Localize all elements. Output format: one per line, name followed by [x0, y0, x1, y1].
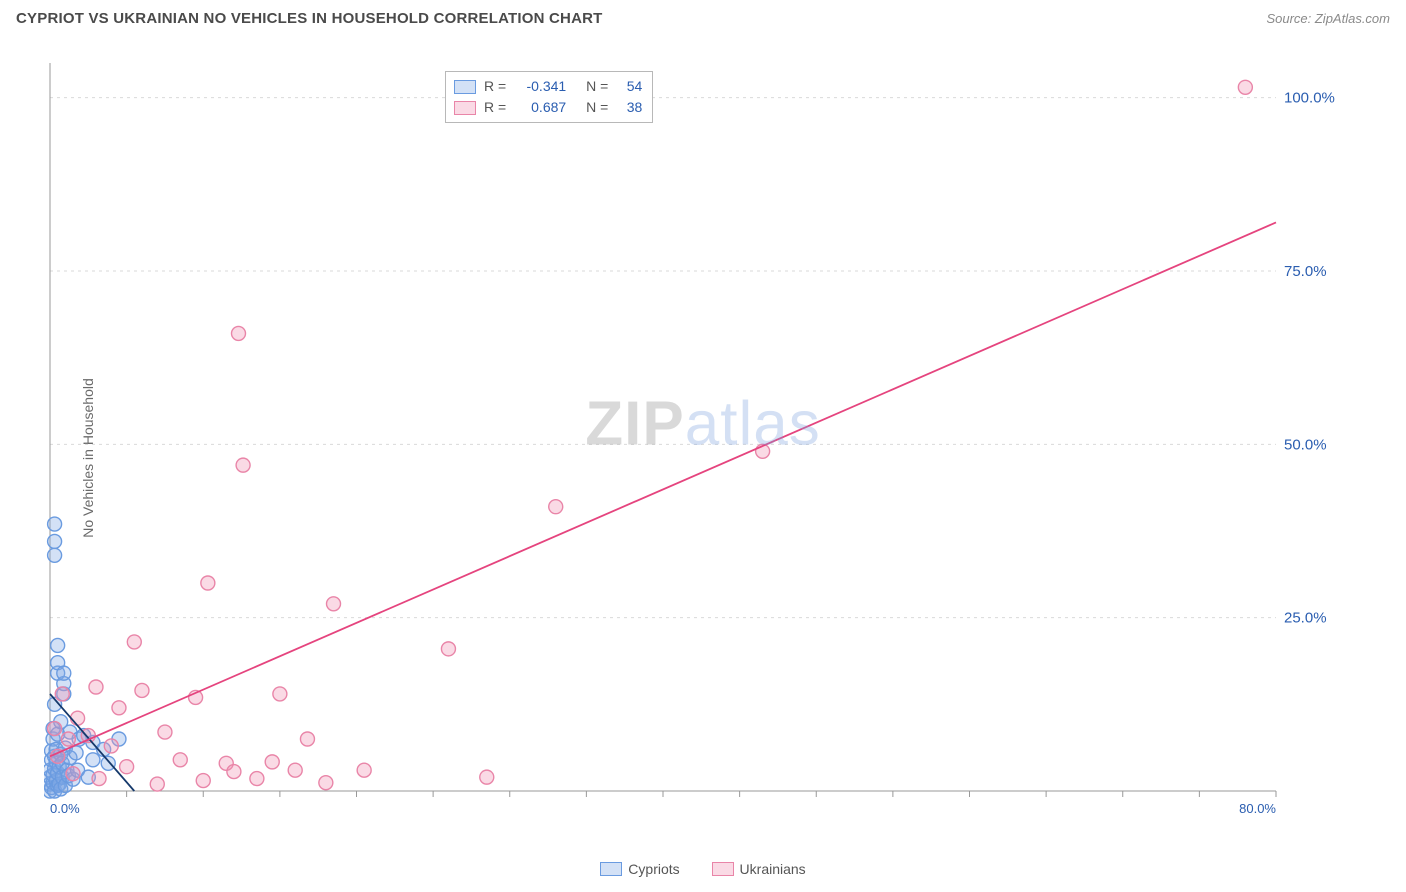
chart-area: No Vehicles in Household 25.0%50.0%75.0%… — [0, 33, 1406, 883]
legend-label-cypriots: Cypriots — [628, 861, 679, 877]
svg-text:100.0%: 100.0% — [1284, 90, 1335, 107]
n-label: N = — [586, 97, 608, 118]
swatch-cypriots-icon — [600, 862, 622, 876]
scatter-plot: 25.0% 50.0% 75.0% 100.0% 0.0% 80.0% — [44, 33, 1354, 833]
swatch-ukrainians — [454, 101, 476, 115]
source-attribution: Source: ZipAtlas.com — [1266, 11, 1390, 26]
source-prefix: Source: — [1266, 11, 1314, 26]
swatch-ukrainians-icon — [712, 862, 734, 876]
n-value-cypriots: 54 — [616, 76, 642, 97]
svg-text:0.0%: 0.0% — [50, 801, 80, 816]
stats-row-cypriots: R = -0.341 N = 54 — [454, 76, 642, 97]
r-value-cypriots: -0.341 — [514, 76, 566, 97]
chart-title: CYPRIOT VS UKRAINIAN NO VEHICLES IN HOUS… — [16, 10, 603, 27]
swatch-cypriots — [454, 80, 476, 94]
r-value-ukrainians: 0.687 — [514, 97, 566, 118]
svg-text:80.0%: 80.0% — [1239, 801, 1276, 816]
n-label: N = — [586, 76, 608, 97]
stats-legend: R = -0.341 N = 54 R = 0.687 N = 38 — [445, 71, 653, 123]
legend-label-ukrainians: Ukrainians — [740, 861, 806, 877]
r-label: R = — [484, 76, 506, 97]
legend-item-cypriots: Cypriots — [600, 861, 679, 877]
r-label: R = — [484, 97, 506, 118]
stats-row-ukrainians: R = 0.687 N = 38 — [454, 97, 642, 118]
series-legend: Cypriots Ukrainians — [0, 861, 1406, 879]
svg-text:50.0%: 50.0% — [1284, 436, 1327, 453]
chart-header: CYPRIOT VS UKRAINIAN NO VEHICLES IN HOUS… — [0, 0, 1406, 33]
legend-item-ukrainians: Ukrainians — [712, 861, 806, 877]
svg-text:25.0%: 25.0% — [1284, 610, 1327, 627]
svg-text:75.0%: 75.0% — [1284, 263, 1327, 280]
n-value-ukrainians: 38 — [616, 97, 642, 118]
source-name: ZipAtlas.com — [1315, 11, 1390, 26]
